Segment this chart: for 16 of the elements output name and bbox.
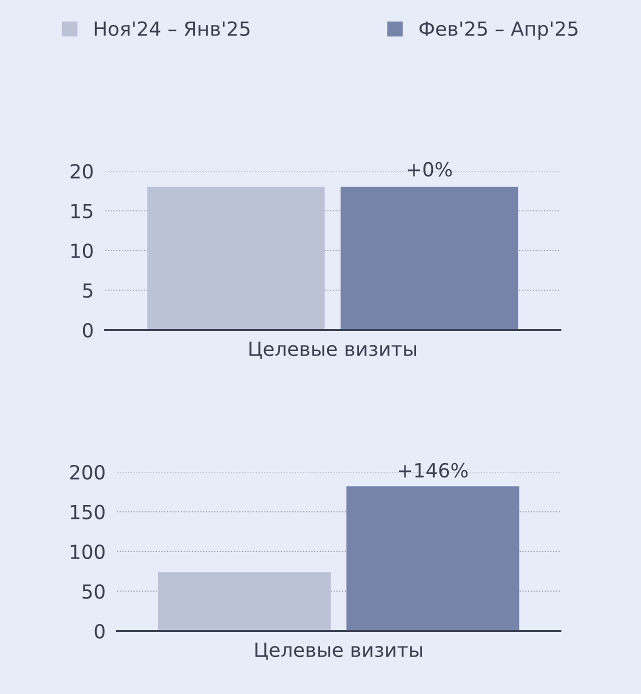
y-tick-label: 0 <box>82 322 93 338</box>
y-tick-label: 200 <box>70 464 105 480</box>
x-tick-label: Целевые визиты <box>255 642 422 660</box>
y-tick-label: 150 <box>70 504 105 520</box>
y-tick-label: 0 <box>94 624 105 639</box>
y-tick-label: 50 <box>82 584 105 599</box>
y-tick-label: 100 <box>70 544 105 560</box>
legend-label: Ноя'24 – Янв'25 <box>94 21 250 36</box>
y-tick-label: 15 <box>71 204 92 218</box>
annotation: +146% <box>398 462 468 478</box>
legend-label: Фев'25 – Апр'25 <box>420 21 578 40</box>
y-tick-label: 5 <box>83 283 92 298</box>
annotation: +0% <box>408 162 452 177</box>
x-tick-label: Целевые визиты <box>250 342 416 359</box>
y-tick-label: 10 <box>71 243 93 258</box>
y-tick-label: 20 <box>70 164 93 179</box>
